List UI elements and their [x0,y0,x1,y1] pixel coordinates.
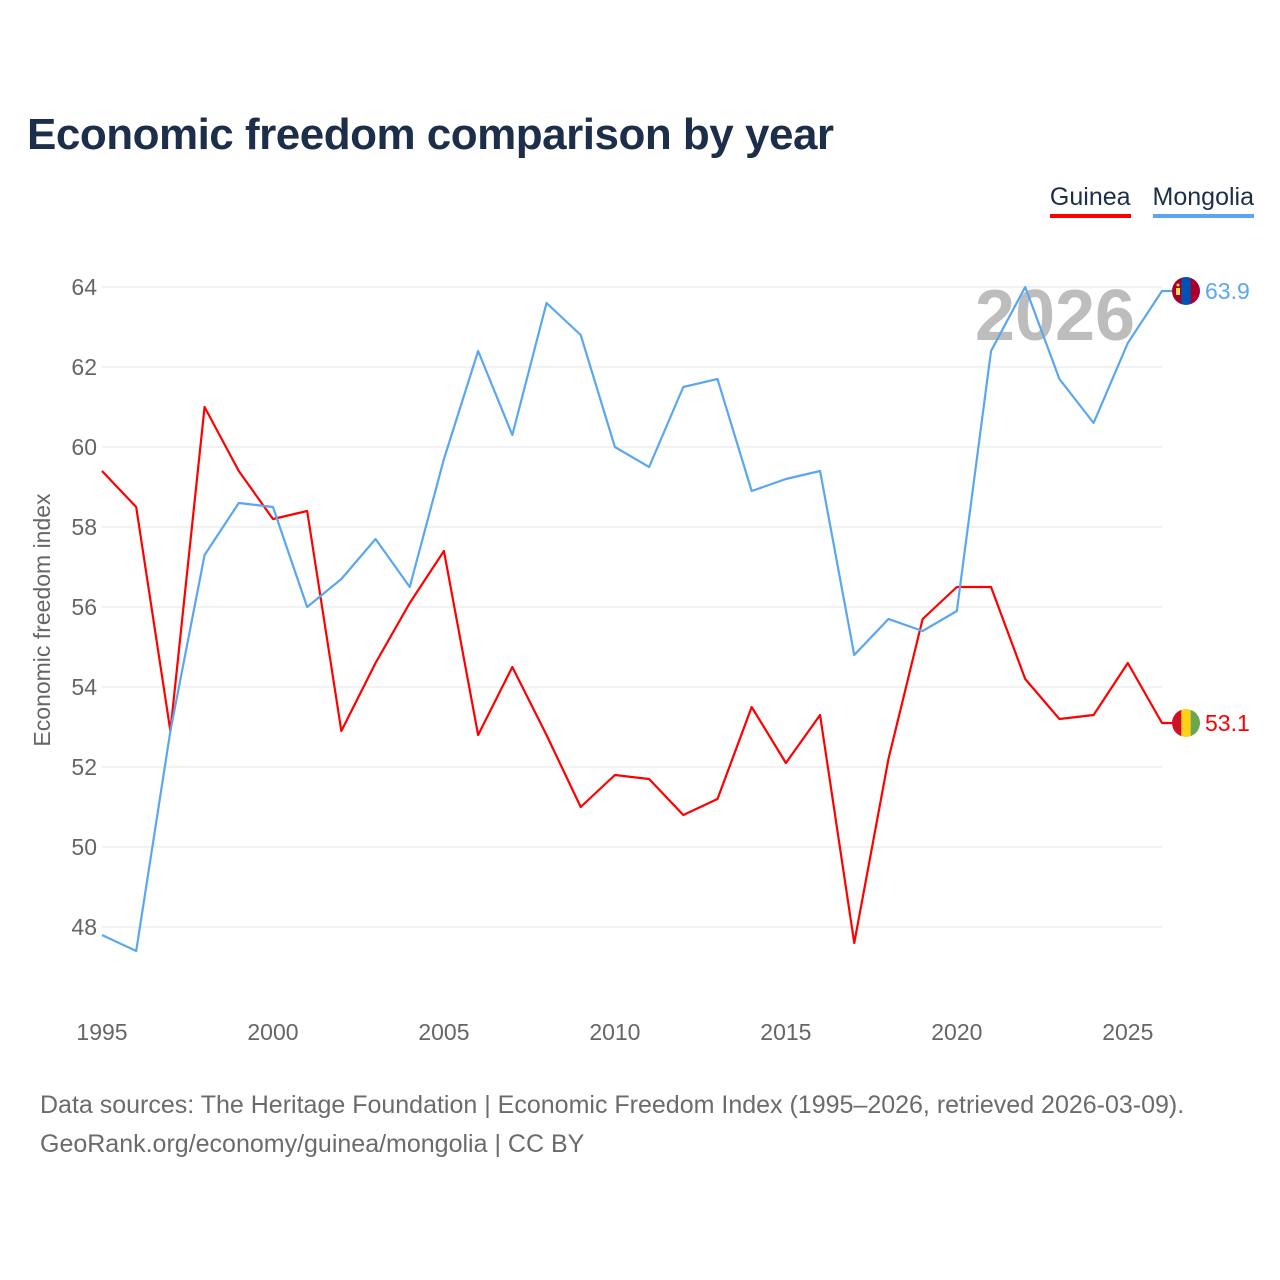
y-tick-label: 58 [71,514,97,540]
y-tick-label: 48 [71,914,97,940]
guinea-flag-icon [1172,709,1200,737]
x-tick-label: 1995 [76,1019,127,1045]
x-tick-label: 2020 [931,1019,982,1045]
y-tick-label: 54 [71,674,97,700]
y-tick-label: 52 [71,754,97,780]
mongolia-flag-icon [1172,277,1200,305]
year-watermark: 2026 [975,276,1135,356]
series-line-mongolia[interactable] [101,285,1172,953]
footer: Data sources: The Heritage Foundation | … [40,1086,1184,1164]
y-tick-label: 64 [71,274,97,300]
legend-item-guinea[interactable]: Guinea [1049,183,1131,218]
legend: Guinea Mongolia [1049,183,1254,218]
x-tick-label: 2000 [247,1019,298,1045]
y-tick-label: 50 [71,834,97,860]
legend-item-mongolia[interactable]: Mongolia [1152,183,1254,218]
data-source-text: Data sources: The Heritage Foundation | … [40,1091,1185,1119]
x-tick-label: 2005 [418,1019,469,1045]
x-tick-label: 2015 [760,1019,811,1045]
y-tick-label: 60 [71,434,97,460]
y-tick-label: 62 [71,354,97,380]
x-tick-label: 2010 [589,1019,640,1045]
chart-title: Economic freedom comparison by year [27,110,834,159]
y-axis-label: Economic freedom index [29,493,55,747]
y-tick-label: 56 [71,594,97,620]
end-value-label: 63.9 [1205,278,1250,304]
x-tick-label: 2025 [1102,1019,1153,1045]
end-value-label: 53.1 [1205,710,1250,736]
series-line-guinea[interactable] [101,405,1172,945]
source-link[interactable]: GeoRank.org/economy/guinea/mongolia | CC… [40,1130,585,1158]
